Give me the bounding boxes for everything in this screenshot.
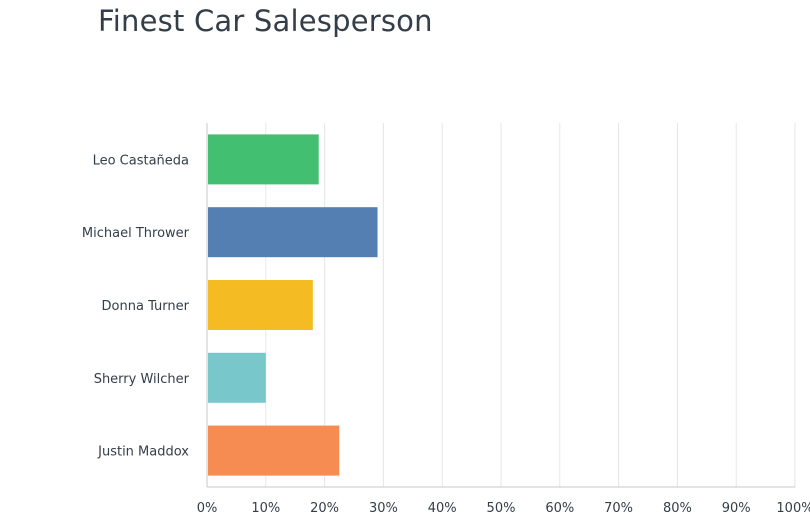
x-tick-label: 70%	[604, 501, 633, 516]
x-tick-label: 100%	[776, 501, 810, 516]
category-label: Justin Maddox	[97, 445, 189, 460]
bar	[208, 134, 319, 185]
chart-title: Finest Car Salesperson	[98, 4, 433, 38]
x-tick-label: 10%	[251, 501, 280, 516]
category-labels: Leo Castañeda Michael Thrower Donna Turner…	[82, 153, 190, 459]
x-tick-label: 90%	[722, 501, 751, 516]
category-label: Donna Turner	[102, 299, 190, 314]
x-tick-label: 50%	[487, 501, 516, 516]
category-label: Sherry Wilcher	[94, 372, 190, 387]
bar	[208, 207, 378, 258]
bars	[208, 134, 378, 476]
x-tick-label: 40%	[428, 501, 457, 516]
gridlines	[265, 123, 796, 487]
category-label: Leo Castañeda	[93, 153, 189, 168]
x-tick-label: 60%	[545, 501, 574, 516]
x-tick-label: 80%	[663, 501, 692, 516]
category-label: Michael Thrower	[82, 226, 190, 241]
x-tick-label: 30%	[369, 501, 398, 516]
x-tick-label: 0%	[197, 501, 218, 516]
bar	[208, 352, 266, 403]
x-tick-label: 20%	[310, 501, 339, 516]
bar	[208, 280, 313, 330]
bar	[208, 425, 340, 476]
x-tick-labels: 0% 10% 20% 30% 40% 50% 60% 70% 80% 90% 100%	[197, 501, 810, 516]
